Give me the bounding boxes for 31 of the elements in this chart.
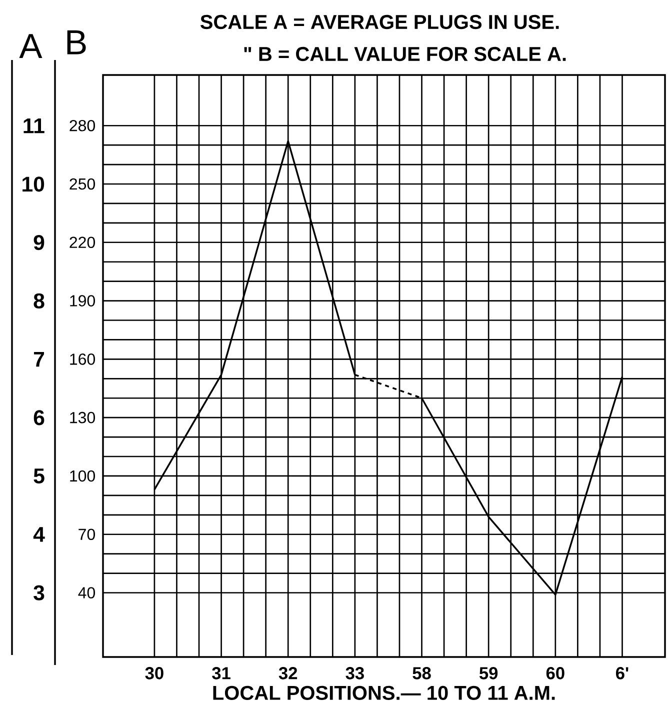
x-tick-label: 59 [479, 667, 498, 680]
x-tick-label: 30 [145, 667, 164, 680]
y2-tick-label: 6 [34, 410, 44, 426]
y2-tick-label: 3 [34, 585, 44, 600]
y2-tick-label: 8 [34, 293, 44, 308]
y-tick-label: 250 [70, 178, 95, 190]
y-tick-label: 130 [70, 412, 95, 424]
y-axis-title: B [67, 30, 86, 54]
y2-tick-label: 9 [34, 234, 44, 250]
x-tick-label: 58 [412, 667, 431, 680]
chart-subtitle: " B = CALL VALUE FOR SCALE A. [244, 46, 566, 62]
x-tick-label: 6' [616, 667, 628, 680]
y-tick-label: 190 [70, 295, 95, 306]
y-tick-label: 40 [78, 587, 96, 598]
x-axis-title: LOCAL POSITIONS.— 10 TO 11 A.M. [213, 686, 555, 700]
y2-tick-label: 4 [33, 527, 45, 542]
y-tick-label: 70 [78, 528, 96, 540]
y-tick-label: 220 [70, 236, 95, 248]
chart-title: SCALE A = AVERAGE PLUGS IN USE. [200, 14, 559, 30]
x-tick-label: 60 [546, 667, 564, 680]
x-tick-label: 33 [346, 667, 364, 680]
y2-axis-title: A [19, 34, 42, 58]
y-tick-label: 280 [70, 120, 95, 132]
y-tick-label: 160 [70, 354, 95, 365]
y2-tick-label: 10 [22, 176, 44, 192]
y2-tick-label: 5 [34, 468, 44, 484]
y2-tick-label: 7 [34, 352, 44, 367]
y2-tick-label: 11 [24, 118, 44, 134]
y-tick-label: 100 [70, 470, 95, 482]
x-tick-label: 31 [212, 667, 230, 680]
x-tick-label: 32 [278, 667, 298, 680]
